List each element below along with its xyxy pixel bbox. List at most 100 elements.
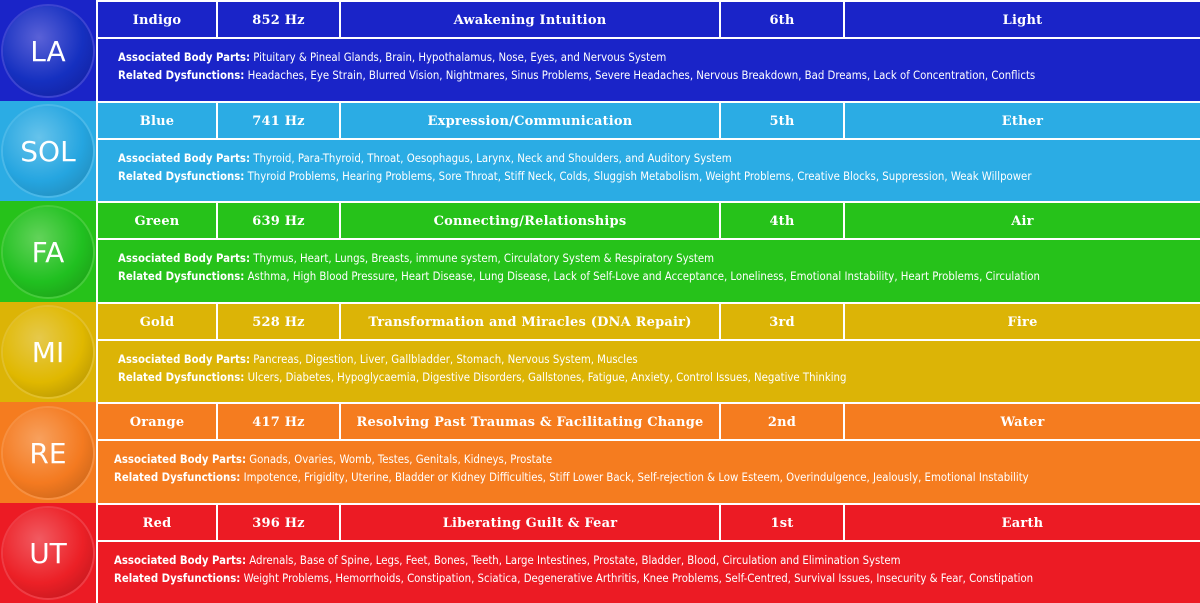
chakra-row: UT Red 396 Hz Liberating Guilt & Fear 1st Ear…	[0, 503, 1200, 603]
divider	[843, 503, 845, 540]
chakra-row: RE Orange 417 Hz Resolving Past Traumas & F…	[0, 402, 1200, 503]
detail-text: Associated Body Parts: Pituitary & Pinea…	[118, 49, 1035, 85]
divider	[216, 101, 218, 138]
divider	[843, 201, 845, 238]
chakra-row: LA Indigo 852 Hz Awakening Intuition 6th Ligh…	[0, 0, 1200, 101]
chakra-cell: 4th	[769, 214, 795, 229]
purpose-cell: Awakening Intuition	[453, 13, 607, 28]
body-parts-label: Associated Body Parts:	[114, 453, 247, 466]
body-parts-line: Associated Body Parts: Gonads, Ovaries, …	[114, 451, 1029, 469]
divider	[843, 101, 845, 138]
detail-text: Associated Body Parts: Thymus, Heart, Lu…	[118, 250, 1040, 286]
chakra-row: FA Green 639 Hz Connecting/Relationships 4th…	[0, 201, 1200, 302]
dysfunctions-text: Ulcers, Diabetes, Hypoglycaemia, Digesti…	[247, 371, 847, 384]
element-cell: Fire	[1007, 315, 1038, 330]
body-parts-line: Associated Body Parts: Adrenals, Base of…	[114, 552, 1033, 570]
detail-text: Associated Body Parts: Gonads, Ovaries, …	[114, 451, 1029, 487]
dysfunctions-text: Impotence, Frigidity, Uterine, Bladder o…	[243, 471, 1029, 484]
dysfunctions-text: Asthma, High Blood Pressure, Heart Disea…	[247, 270, 1040, 283]
divider	[216, 201, 218, 238]
divider	[96, 37, 1200, 39]
dysfunctions-label: Related Dysfunctions:	[114, 572, 241, 585]
color-cell: Red	[142, 516, 172, 531]
divider	[96, 101, 1200, 103]
note-circle: RE	[3, 408, 93, 498]
dysfunctions-line: Related Dysfunctions: Weight Problems, H…	[114, 570, 1033, 588]
divider	[96, 339, 1200, 341]
dysfunctions-line: Related Dysfunctions: Impotence, Frigidi…	[114, 469, 1029, 487]
chakra-cell: 2nd	[767, 415, 797, 430]
element-cell: Air	[1011, 214, 1034, 229]
chakra-cell: 5th	[769, 114, 795, 129]
body-parts-label: Associated Body Parts:	[118, 353, 251, 366]
divider	[96, 201, 1200, 203]
divider	[719, 302, 721, 339]
color-cell: Green	[134, 214, 180, 229]
divider	[96, 503, 1200, 505]
dysfunctions-line: Related Dysfunctions: Thyroid Problems, …	[118, 168, 1032, 186]
divider	[339, 101, 341, 138]
divider	[843, 302, 845, 339]
frequency-cell: 396 Hz	[252, 516, 305, 531]
dysfunctions-text: Weight Problems, Hemorrhoids, Constipati…	[243, 572, 1034, 585]
purpose-cell: Transformation and Miracles (DNA Repair)	[368, 315, 692, 330]
color-cell: Orange	[129, 415, 185, 430]
chakra-row: SOL Blue 741 Hz Expression/Communication 5th…	[0, 101, 1200, 201]
detail-text: Associated Body Parts: Adrenals, Base of…	[114, 552, 1033, 588]
element-cell: Ether	[1001, 114, 1044, 129]
body-parts-label: Associated Body Parts:	[118, 152, 251, 165]
note-circle: SOL	[3, 106, 93, 196]
purpose-cell: Expression/Communication	[427, 114, 633, 129]
chakra-row: MI Gold 528 Hz Transformation and Miracles …	[0, 302, 1200, 402]
element-cell: Water	[1000, 415, 1045, 430]
note-circle: LA	[3, 6, 93, 96]
frequency-cell: 528 Hz	[252, 315, 305, 330]
divider	[96, 101, 98, 201]
body-parts-label: Associated Body Parts:	[118, 252, 251, 265]
purpose-cell: Connecting/Relationships	[433, 214, 627, 229]
note-circle: MI	[3, 307, 93, 397]
frequency-cell: 417 Hz	[252, 415, 305, 430]
divider	[216, 503, 218, 540]
divider	[96, 302, 1200, 304]
divider	[216, 302, 218, 339]
divider	[96, 0, 98, 101]
chakra-cell: 6th	[769, 13, 795, 28]
body-parts-text: Adrenals, Base of Spine, Legs, Feet, Bon…	[249, 554, 901, 567]
dysfunctions-label: Related Dysfunctions:	[114, 471, 241, 484]
purpose-cell: Resolving Past Traumas & Facilitating Ch…	[356, 415, 704, 430]
divider	[96, 138, 1200, 140]
divider	[339, 302, 341, 339]
frequency-cell: 639 Hz	[252, 214, 305, 229]
color-cell: Indigo	[132, 13, 182, 28]
dysfunctions-line: Related Dysfunctions: Ulcers, Diabetes, …	[118, 369, 846, 387]
body-parts-line: Associated Body Parts: Thyroid, Para-Thy…	[118, 150, 1032, 168]
body-parts-text: Pituitary & Pineal Glands, Brain, Hypoth…	[253, 51, 667, 64]
divider	[96, 238, 1200, 240]
divider	[96, 402, 1200, 404]
note-circle: UT	[3, 508, 93, 598]
divider	[339, 0, 341, 37]
body-parts-text: Thymus, Heart, Lungs, Breasts, immune sy…	[253, 252, 715, 265]
divider	[339, 201, 341, 238]
body-parts-text: Pancreas, Digestion, Liver, Gallbladder,…	[253, 353, 638, 366]
dysfunctions-label: Related Dysfunctions:	[118, 270, 245, 283]
detail-text: Associated Body Parts: Pancreas, Digesti…	[118, 351, 846, 387]
divider	[96, 540, 1200, 542]
divider	[719, 503, 721, 540]
body-parts-label: Associated Body Parts:	[118, 51, 251, 64]
note-circle: FA	[3, 207, 93, 297]
divider	[96, 201, 98, 302]
dysfunctions-label: Related Dysfunctions:	[118, 69, 245, 82]
body-parts-text: Gonads, Ovaries, Womb, Testes, Genitals,…	[249, 453, 553, 466]
color-cell: Blue	[139, 114, 175, 129]
divider	[719, 101, 721, 138]
purpose-cell: Liberating Guilt & Fear	[442, 516, 618, 531]
chakra-cell: 3rd	[769, 315, 795, 330]
divider	[339, 503, 341, 540]
divider	[96, 402, 98, 503]
divider	[96, 503, 98, 603]
dysfunctions-text: Thyroid Problems, Hearing Problems, Sore…	[247, 170, 1032, 183]
divider	[96, 439, 1200, 441]
divider	[843, 0, 845, 37]
